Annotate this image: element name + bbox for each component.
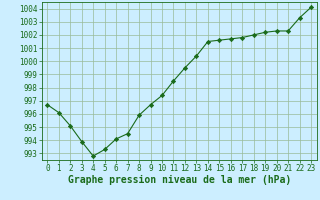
X-axis label: Graphe pression niveau de la mer (hPa): Graphe pression niveau de la mer (hPa) (68, 175, 291, 185)
